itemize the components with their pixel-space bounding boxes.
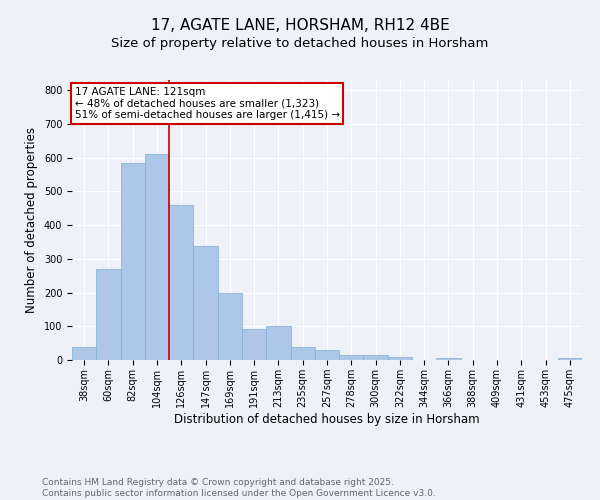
Bar xyxy=(72,347,96,360)
Bar xyxy=(388,356,412,360)
Bar xyxy=(218,292,242,360)
Bar xyxy=(315,350,339,360)
Bar xyxy=(145,154,169,360)
Bar xyxy=(339,354,364,360)
Text: 17 AGATE LANE: 121sqm
← 48% of detached houses are smaller (1,323)
51% of semi-d: 17 AGATE LANE: 121sqm ← 48% of detached … xyxy=(74,87,340,120)
Bar xyxy=(436,358,461,360)
Bar xyxy=(242,328,266,360)
Bar xyxy=(193,246,218,360)
X-axis label: Distribution of detached houses by size in Horsham: Distribution of detached houses by size … xyxy=(174,412,480,426)
Text: Contains HM Land Registry data © Crown copyright and database right 2025.
Contai: Contains HM Land Registry data © Crown c… xyxy=(42,478,436,498)
Bar xyxy=(558,358,582,360)
Bar xyxy=(266,326,290,360)
Bar xyxy=(96,269,121,360)
Text: 17, AGATE LANE, HORSHAM, RH12 4BE: 17, AGATE LANE, HORSHAM, RH12 4BE xyxy=(151,18,449,32)
Bar xyxy=(169,205,193,360)
Bar xyxy=(364,355,388,360)
Text: Size of property relative to detached houses in Horsham: Size of property relative to detached ho… xyxy=(112,38,488,51)
Bar xyxy=(290,347,315,360)
Y-axis label: Number of detached properties: Number of detached properties xyxy=(25,127,38,313)
Bar xyxy=(121,162,145,360)
